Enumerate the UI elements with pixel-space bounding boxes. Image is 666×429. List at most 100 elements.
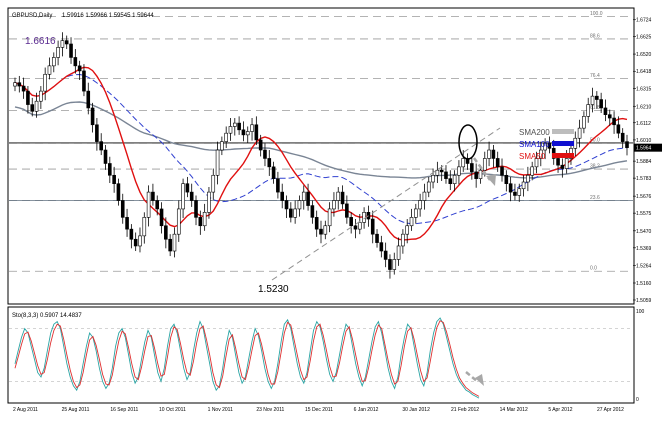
candle-body (228, 126, 233, 134)
candle-body (336, 191, 341, 201)
osc-arrow (465, 371, 479, 383)
candle-body (301, 191, 306, 201)
fib-label-7: 0.0 (590, 266, 597, 272)
fibonacci-levels: 100.0 88.6 76.4 61.8 50.0 38.2 23.6 0.0 (9, 11, 633, 272)
x-tick-label: 15 Dec 2011 (305, 407, 333, 413)
candle-body (129, 228, 134, 240)
candle-body (51, 57, 56, 67)
x-tick-label: 23 Nov 2011 (256, 407, 284, 413)
current-price-box (634, 143, 662, 152)
candle-body (271, 166, 276, 179)
candle-body (39, 90, 43, 102)
legend-sma100-swatch (552, 141, 574, 146)
candle-body (332, 200, 336, 210)
candle-body (599, 99, 603, 109)
candle-body (168, 238, 172, 252)
candle-body (444, 171, 448, 179)
candle-body (603, 107, 608, 115)
x-tick-label: 10 Oct 2011 (159, 407, 186, 413)
candle-body (495, 158, 500, 168)
price-y-tick-label: 1.5676 (636, 194, 652, 200)
candle-body (47, 65, 52, 75)
candle-body (289, 208, 293, 218)
legend-sma50-label: SMA50 (519, 152, 546, 161)
candle-body (383, 250, 388, 260)
price-y-tick-label: 1.6724 (636, 18, 652, 24)
candle-body (30, 104, 35, 112)
fib-label-1: 88.6 (590, 33, 600, 39)
candle-body (90, 107, 95, 126)
candle-body (108, 163, 112, 176)
x-tick-label: 16 Sep 2011 (110, 407, 138, 413)
candle-body (64, 40, 69, 45)
candle-body (95, 124, 99, 142)
price-panel-frame (7, 7, 635, 305)
osc-y-tick-label: 100 (636, 309, 645, 315)
candle-body (276, 178, 280, 193)
candle-body (586, 104, 591, 117)
candle-body (370, 218, 375, 235)
candle-body (616, 124, 621, 134)
osc-y-tick-label: 0 (636, 397, 639, 403)
candle-body (258, 139, 263, 151)
candle-body (573, 137, 578, 149)
candle-body (345, 203, 349, 218)
fib-label-3: 61.8 (590, 105, 600, 111)
candle-body (120, 200, 125, 218)
candle-body (482, 158, 487, 171)
candlesticks (13, 32, 629, 279)
candle-body (215, 149, 220, 176)
price-y-tick-label: 1.6010 (636, 138, 652, 144)
x-tick-label: 21 Feb 2012 (451, 407, 479, 413)
candle-body (625, 141, 629, 148)
price-y-tick-label: 1.5884 (636, 159, 652, 165)
candle-body (474, 171, 478, 179)
candle-body (69, 43, 73, 58)
stochastic-oscillator: 100 0 (9, 309, 645, 403)
candle-body (349, 217, 353, 227)
candle-body (323, 225, 328, 235)
candle-body (189, 191, 194, 201)
candle-body (43, 73, 47, 92)
candle-body (185, 183, 190, 193)
candle-body (327, 208, 332, 227)
candle-body (504, 174, 509, 184)
candle-body (508, 183, 513, 193)
high-annotation: 1.6616 (25, 36, 56, 47)
candle-body (146, 191, 151, 218)
legend-sma50-swatch (552, 153, 574, 158)
candle-body (159, 208, 164, 227)
candle-body (620, 132, 625, 142)
candle-body (194, 200, 198, 218)
price-y-tick-label: 1.5160 (636, 281, 652, 287)
candle-body (517, 188, 522, 196)
candle-body (164, 225, 168, 240)
candle-body (56, 47, 60, 58)
candle-body (357, 222, 362, 230)
candle-body (521, 181, 526, 190)
fib-label-5: 38.2 (590, 164, 600, 170)
candle-body (224, 132, 228, 142)
x-tick-label: 1 Nov 2011 (208, 407, 233, 413)
candle-body (500, 166, 504, 176)
candle-body (607, 114, 612, 119)
low-annotation: 1.5230 (258, 284, 289, 295)
price-arrow (472, 157, 492, 181)
candle-body (125, 217, 129, 230)
price-y-tick-label: 1.5575 (636, 211, 652, 217)
candle-body (293, 208, 297, 218)
price-y-tick-label: 1.6520 (636, 52, 652, 58)
candle-body (142, 217, 147, 237)
candle-body (547, 142, 552, 149)
candle-body (198, 217, 203, 227)
candle-body (26, 90, 30, 105)
candle-body (314, 217, 319, 230)
candle-body (284, 200, 289, 210)
legend-sma200-label: SMA200 (519, 128, 550, 137)
candle-body (297, 200, 302, 210)
candle-body (491, 149, 496, 159)
candle-body (439, 169, 444, 173)
candle-body (138, 235, 142, 247)
